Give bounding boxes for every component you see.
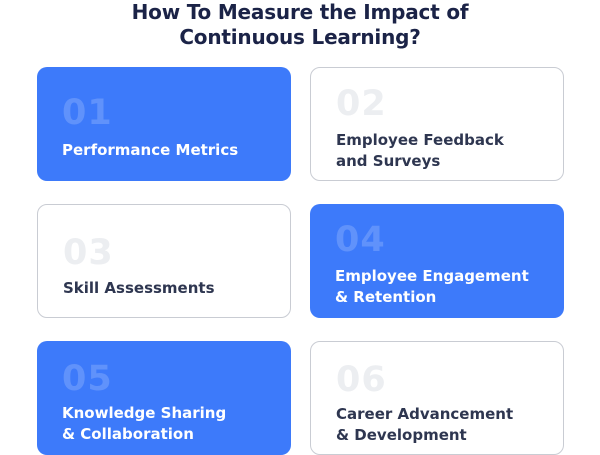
card-label-line: Employee Feedback [336,131,504,149]
card-label-line: Employee Engagement [335,267,529,285]
card-number: 01 [62,93,113,133]
card-label: Performance Metrics [62,140,238,161]
card-label-line: & Development [336,426,467,444]
card-skill-assessments: 03 Skill Assessments [37,204,291,318]
card-employee-engagement: 04 Employee Engagement & Retention [310,204,564,318]
card-label-line: Career Advancement [336,405,514,423]
card-number: 05 [62,359,113,399]
card-label-line: Skill Assessments [63,279,215,297]
card-number: 04 [335,220,386,260]
card-knowledge-sharing: 05 Knowledge Sharing & Collaboration [37,341,291,455]
card-number: 06 [336,360,387,400]
card-label: Employee Feedback and Surveys [336,130,504,172]
card-label: Knowledge Sharing & Collaboration [62,403,226,445]
card-label-line: Knowledge Sharing [62,404,227,422]
page-title-line-2: Continuous Learning? [179,25,421,49]
card-performance-metrics: 01 Performance Metrics [37,67,291,181]
card-number: 03 [63,233,114,273]
card-number: 02 [336,84,387,124]
card-label-line: & Collaboration [62,425,194,443]
card-label-line: and Surveys [336,152,441,170]
page-title-line-1: How To Measure the Impact of [131,0,469,24]
card-label: Career Advancement & Development [336,404,513,446]
card-label-line: & Retention [335,288,437,306]
page-title: How To Measure the Impact of Continuous … [0,0,600,50]
card-label-line: Performance Metrics [62,141,239,159]
card-label: Employee Engagement & Retention [335,266,529,308]
card-career-advancement: 06 Career Advancement & Development [310,341,564,455]
card-label: Skill Assessments [63,278,215,299]
card-employee-feedback: 02 Employee Feedback and Surveys [310,67,564,181]
